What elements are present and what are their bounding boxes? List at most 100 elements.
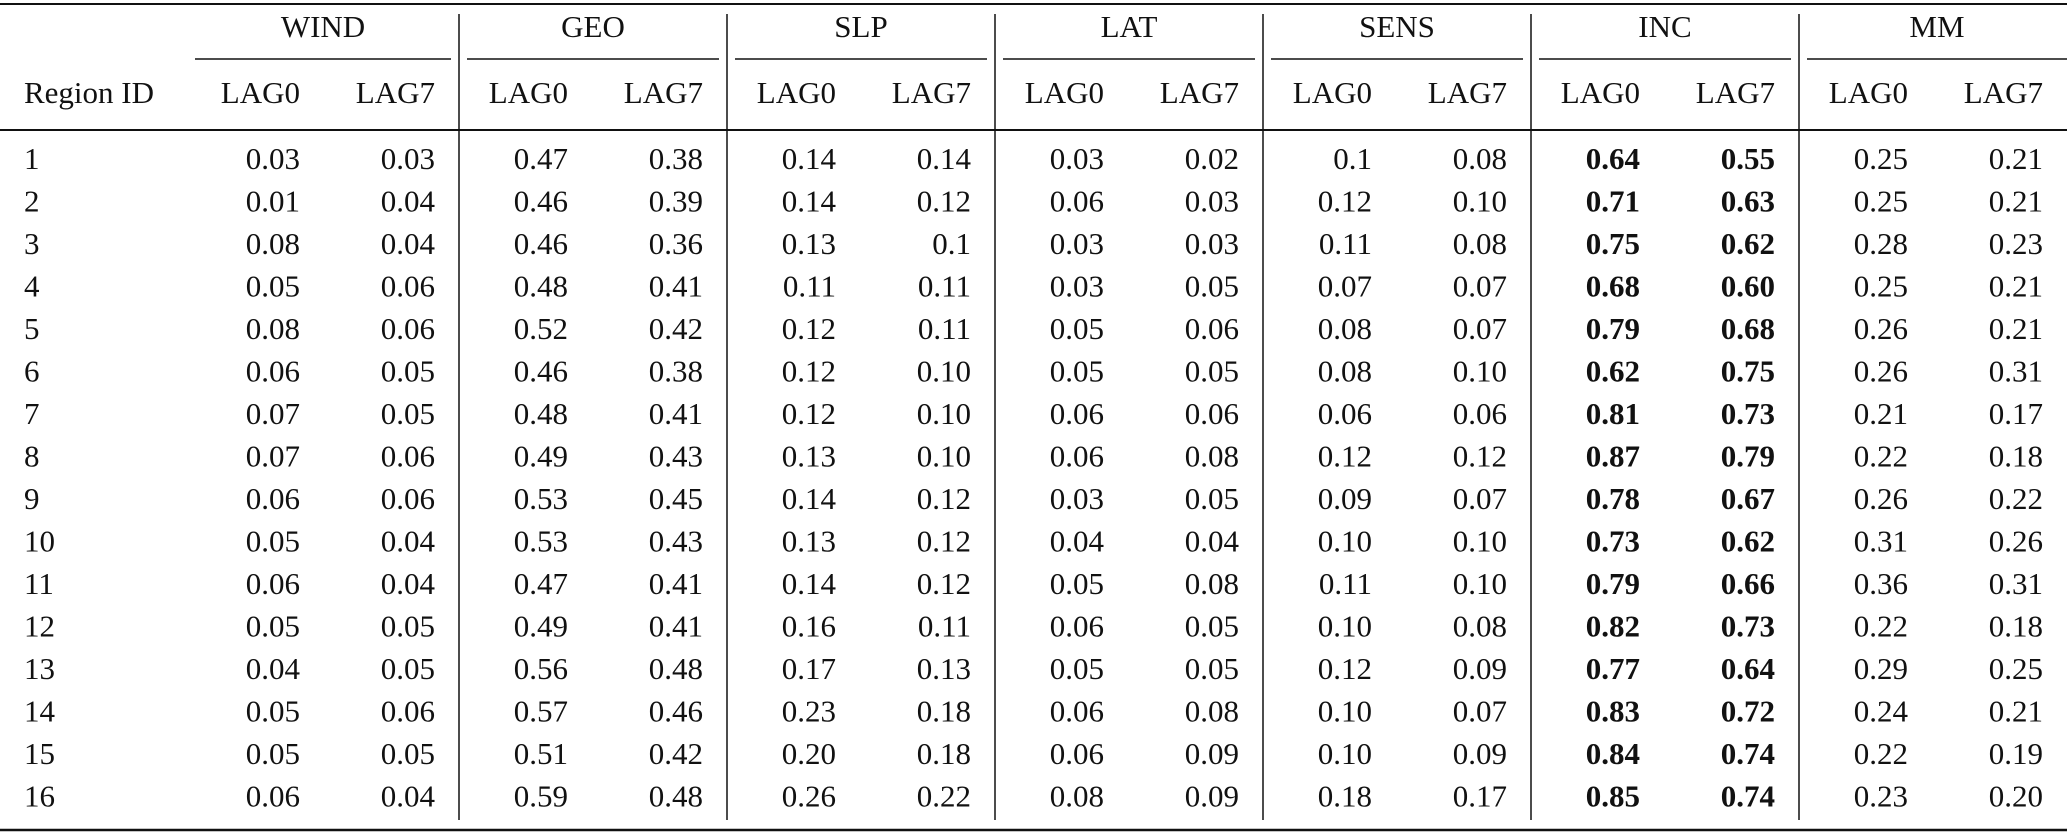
cell: 0.24 <box>1854 694 1909 729</box>
cell: 0.48 <box>649 651 703 686</box>
cell: 0.43 <box>649 524 703 559</box>
cell: 0.12 <box>1453 439 1507 474</box>
cell: 0.56 <box>514 651 568 686</box>
cell: 0.10 <box>1453 566 1507 601</box>
cell: 0.46 <box>649 694 703 729</box>
cell: 0.10 <box>1318 736 1372 771</box>
cell: 0.1 <box>1333 141 1372 176</box>
cell: 0.25 <box>1854 141 1908 176</box>
cell: 0.73 <box>1721 609 1775 644</box>
cell: 0.10 <box>917 396 971 431</box>
cell: 0.74 <box>1721 779 1775 814</box>
cell: 0.05 <box>1050 311 1104 346</box>
cell: 0.53 <box>514 481 568 516</box>
cell: 0.42 <box>649 311 703 346</box>
cell: 0.48 <box>514 396 568 431</box>
cell: 0.12 <box>917 524 971 559</box>
cell: 0.02 <box>1185 141 1239 176</box>
cell: 0.59 <box>514 779 568 814</box>
cell: 0.22 <box>1854 609 1908 644</box>
cell: 0.06 <box>246 354 300 389</box>
cell: 0.85 <box>1586 779 1640 814</box>
cell: 0.22 <box>917 779 971 814</box>
cell: 0.36 <box>649 226 703 261</box>
cell: 0.06 <box>381 694 435 729</box>
cell: 0.14 <box>782 184 837 219</box>
cell: 0.12 <box>917 184 971 219</box>
cell: 0.05 <box>246 609 300 644</box>
cell: 0.06 <box>1453 396 1507 431</box>
cell: 0.10 <box>1453 354 1507 389</box>
cell: 0.60 <box>1721 269 1775 304</box>
cell: 0.21 <box>1989 694 2043 729</box>
region-id: 16 <box>24 779 55 814</box>
cell: 0.29 <box>1854 651 1908 686</box>
cell: 0.11 <box>918 311 971 346</box>
cell: 0.06 <box>381 481 435 516</box>
cell: 0.09 <box>1185 779 1239 814</box>
cell: 0.04 <box>381 524 436 559</box>
cell: 0.05 <box>246 736 300 771</box>
cell: 0.41 <box>649 396 703 431</box>
cell: 0.04 <box>381 566 436 601</box>
cell: 0.11 <box>1319 566 1372 601</box>
cell: 0.03 <box>246 141 300 176</box>
cell: 0.62 <box>1721 226 1775 261</box>
cell: 0.66 <box>1721 566 1775 601</box>
cell: 0.06 <box>1050 184 1104 219</box>
group-header: LAT <box>1101 9 1158 44</box>
cell: 0.83 <box>1586 694 1640 729</box>
cell: 0.06 <box>1185 396 1239 431</box>
cell: 0.07 <box>1453 694 1507 729</box>
cell: 0.81 <box>1586 396 1640 431</box>
cell: 0.06 <box>1185 311 1239 346</box>
cell: 0.08 <box>1185 694 1239 729</box>
cell: 0.13 <box>782 524 836 559</box>
cell: 0.47 <box>514 566 568 601</box>
cell: 0.31 <box>1989 354 2043 389</box>
cell: 0.25 <box>1854 269 1908 304</box>
cell: 0.71 <box>1586 184 1640 219</box>
cell: 0.67 <box>1721 481 1775 516</box>
cell: 0.06 <box>1050 439 1104 474</box>
cell: 0.10 <box>917 439 971 474</box>
row-header: Region ID <box>24 75 154 110</box>
cell: 0.12 <box>1318 439 1372 474</box>
cell: 0.18 <box>1989 609 2043 644</box>
cell: 0.09 <box>1453 651 1507 686</box>
cell: 0.06 <box>246 566 300 601</box>
region-id: 9 <box>24 481 40 516</box>
cell: 0.04 <box>1050 524 1105 559</box>
cell: 0.11 <box>918 609 971 644</box>
cell: 0.06 <box>1050 396 1104 431</box>
cell: 0.25 <box>1989 651 2043 686</box>
cell: 0.23 <box>782 694 836 729</box>
subheader: LAG7 <box>356 75 435 110</box>
cell: 0.18 <box>1318 779 1372 814</box>
cell: 0.68 <box>1721 311 1775 346</box>
subheader: LAG7 <box>1696 75 1775 110</box>
cell: 0.17 <box>1989 396 2043 431</box>
cell: 0.48 <box>514 269 568 304</box>
cell: 0.26 <box>1854 481 1908 516</box>
cell: 0.42 <box>649 736 703 771</box>
region-id: 7 <box>24 396 40 431</box>
cell: 0.13 <box>782 439 836 474</box>
cell: 0.23 <box>1854 779 1908 814</box>
cell: 0.05 <box>1050 651 1104 686</box>
subheader: LAG0 <box>489 75 568 110</box>
cell: 0.23 <box>1989 226 2043 261</box>
cell: 0.14 <box>782 566 837 601</box>
cell: 0.08 <box>1185 439 1239 474</box>
subheader: LAG7 <box>624 75 703 110</box>
region-id: 4 <box>24 269 40 304</box>
cell: 0.51 <box>514 736 568 771</box>
cell: 0.04 <box>1185 524 1240 559</box>
cell: 0.07 <box>1318 269 1372 304</box>
cell: 0.03 <box>1050 226 1104 261</box>
subheader: LAG7 <box>1964 75 2043 110</box>
cell: 0.21 <box>1989 311 2043 346</box>
cell: 0.10 <box>917 354 971 389</box>
region-id: 14 <box>24 694 56 729</box>
subheader: LAG7 <box>892 75 971 110</box>
